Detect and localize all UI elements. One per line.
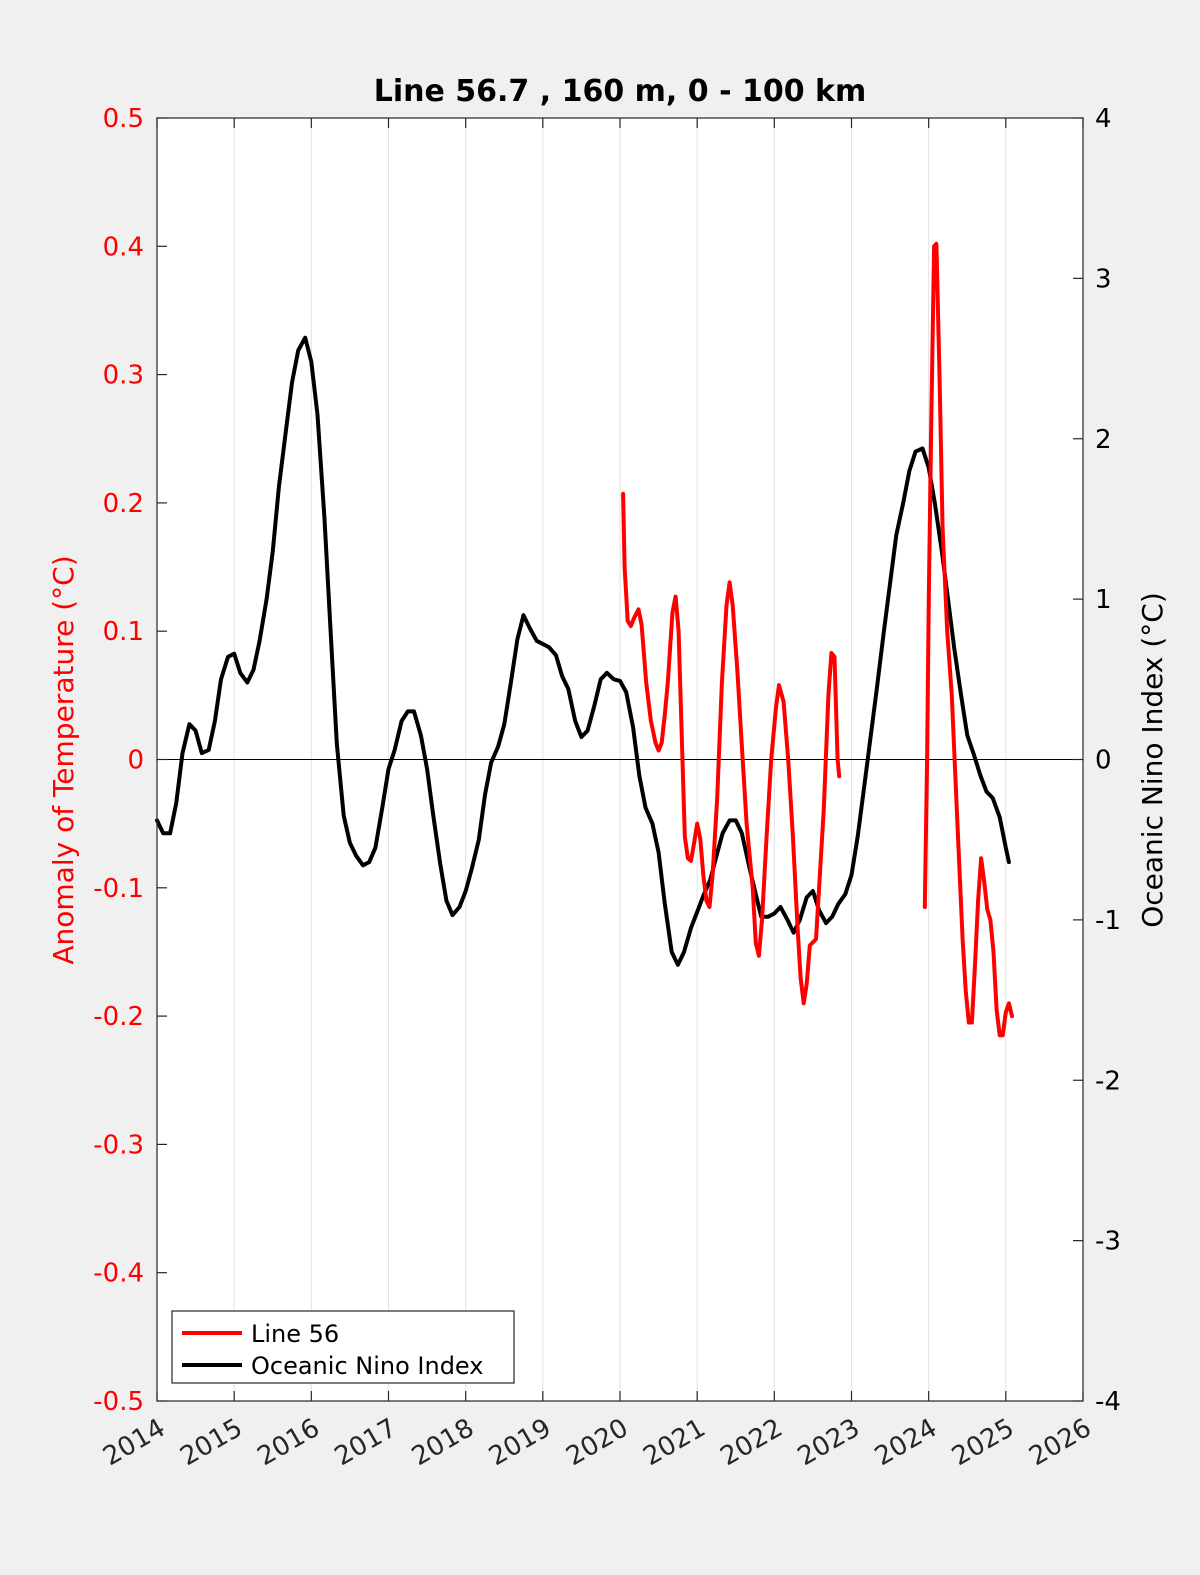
right-tick-label: 0: [1095, 746, 1112, 776]
left-tick-label: -0.3: [93, 1130, 144, 1160]
right-axis-label: Oceanic Nino Index (°C): [1136, 592, 1169, 928]
line56-series-line: [621, 491, 842, 1006]
left-tick-label: 0.1: [103, 617, 144, 647]
right-tick-label: 1: [1095, 585, 1112, 615]
left-tick-label: -0.5: [93, 1387, 144, 1417]
oni-series-line: [155, 335, 1011, 967]
right-tick-label: 2: [1095, 425, 1112, 455]
left-tick-label: -0.1: [93, 874, 144, 904]
right-tick-label: 3: [1095, 264, 1112, 294]
left-tick-label: -0.4: [93, 1259, 144, 1289]
right-tick-label: -2: [1095, 1066, 1121, 1096]
left-tick-label: -0.2: [93, 1002, 144, 1032]
right-tick-label: 4: [1095, 104, 1112, 134]
left-tick-label: 0.2: [103, 489, 144, 519]
right-tick-label: -4: [1095, 1387, 1121, 1417]
right-tick-label: -1: [1095, 906, 1121, 936]
right-tick-label: -3: [1095, 1227, 1121, 1257]
line56-series-line: [922, 241, 1014, 1038]
left-tick-label: 0.5: [103, 104, 144, 134]
legend-line56-label: Line 56: [251, 1320, 339, 1348]
left-axis: 0.5 0.4 0.3 0.2 0.1 0 -0.1 -0.2 -0.3 -0.4 -0.5: [93, 104, 167, 1417]
legend-box: [171, 1310, 515, 1384]
left-tick-label: 0.4: [103, 232, 144, 262]
left-tick-label: 0: [127, 746, 144, 776]
left-tick-label: 0.3: [103, 361, 144, 391]
right-axis: 4 3 2 1 0 -1 -2 -3 -4: [1073, 104, 1121, 1417]
legend-oni-label: Oceanic Nino Index: [251, 1352, 483, 1380]
legend: Line 56 Oceanic Nino Index: [171, 1310, 515, 1384]
series-group: [155, 241, 1014, 1038]
chart-title: Line 56.7 , 160 m, 0 - 100 km: [374, 74, 867, 109]
left-axis-label: Anomaly of Temperature (°C): [47, 555, 80, 964]
